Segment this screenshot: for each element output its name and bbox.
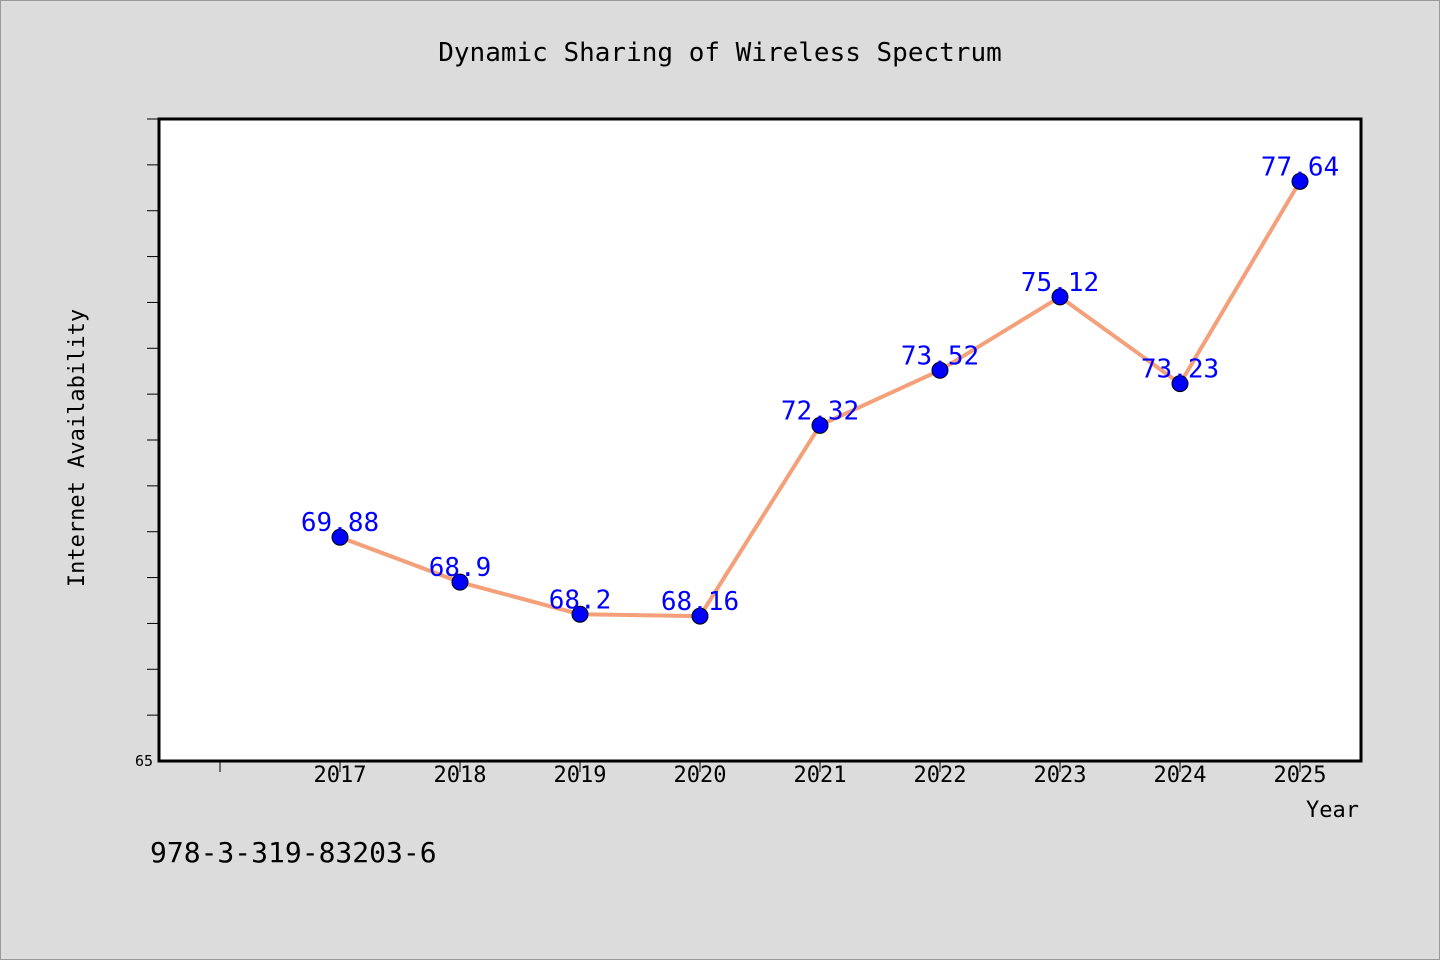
data-point: [691, 607, 709, 625]
x-tick-label: 2021: [794, 763, 847, 788]
data-point: [331, 528, 349, 546]
data-label: 68.9: [429, 553, 492, 583]
x-tick-label: 2017: [314, 763, 367, 788]
x-tick-label: 2025: [1274, 763, 1327, 788]
data-markers: [331, 172, 1309, 625]
data-label: 68.2: [549, 585, 612, 615]
data-label: 75.12: [1021, 268, 1099, 298]
data-point: [1051, 288, 1069, 306]
y-axis-ticks: [147, 118, 158, 716]
chart-title: Dynamic Sharing of Wireless Spectrum: [438, 38, 1002, 68]
x-tick-label: 2019: [554, 763, 607, 788]
y-tick-label: 65: [135, 752, 153, 770]
data-label: 72.32: [781, 396, 859, 426]
x-tick-label: 2022: [914, 763, 967, 788]
x-tick-label: 2023: [1034, 763, 1087, 788]
data-label: 73.52: [901, 341, 979, 371]
data-point: [811, 416, 829, 434]
plot-area: [157, 117, 1363, 763]
data-point: [1291, 172, 1309, 190]
x-tick-label: 2024: [1154, 763, 1207, 788]
x-tick-label: 2018: [434, 763, 487, 788]
data-label: 73.23: [1141, 355, 1219, 385]
data-label: 69.88: [301, 508, 379, 538]
data-point: [1171, 375, 1189, 393]
x-axis-tick-labels: 2017 2018 2019 2020 2021 2022 2023 2024 2025: [314, 763, 1327, 788]
data-point: [451, 573, 469, 591]
isbn-label: 978-3-319-83203-6: [150, 836, 437, 869]
data-point: [571, 605, 589, 623]
y-axis-label: Internet Availability: [65, 309, 90, 587]
data-label: 68.16: [661, 587, 739, 617]
x-axis-ticks: [219, 762, 1301, 772]
x-axis-label: Year: [1306, 798, 1359, 823]
data-point: [931, 361, 949, 379]
data-label: 77.64: [1261, 152, 1339, 182]
x-tick-label: 2020: [674, 763, 727, 788]
data-labels: 69.88 68.9 68.2 68.16 72.32 73.52 75.12 73.23 77…: [301, 152, 1339, 617]
